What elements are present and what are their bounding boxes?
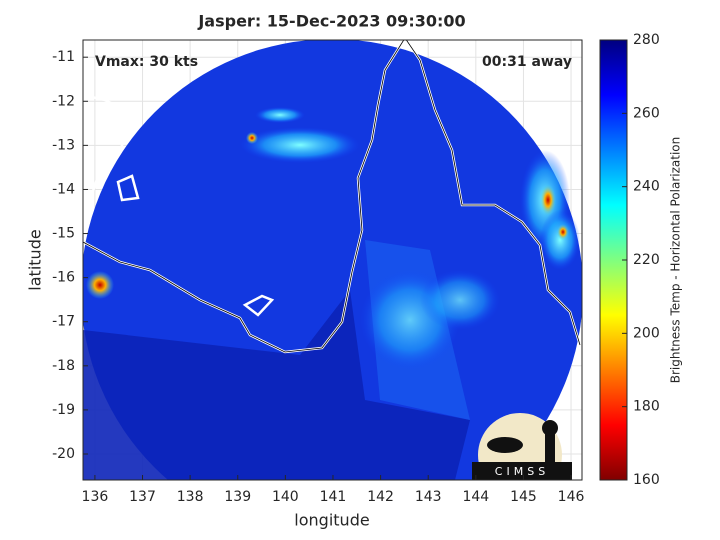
x-tick-label: 143 — [415, 489, 442, 505]
y-tick-label: -16 — [52, 270, 75, 286]
y-tick-label: -11 — [52, 49, 75, 65]
x-tick-label: 139 — [224, 489, 251, 505]
x-tick-label: 146 — [558, 489, 585, 505]
annotation: Vmax: 30 kts — [95, 54, 198, 70]
y-tick-label: -17 — [52, 314, 75, 330]
colorbar-tick-label: 180 — [633, 399, 660, 415]
y-tick-label: -12 — [52, 93, 75, 109]
y-tick-label: -20 — [52, 446, 75, 462]
x-tick-label: 138 — [177, 489, 204, 505]
y-tick-label: -15 — [52, 226, 75, 242]
y-tick-label: -19 — [52, 402, 75, 418]
chart-title: Jasper: 15-Dec-2023 09:30:00 — [197, 12, 465, 31]
logo: CIMSS — [472, 413, 572, 480]
x-tick-label: 136 — [82, 489, 109, 505]
colorbar-tick-label: 280 — [633, 32, 660, 48]
x-tick-label: 142 — [367, 489, 394, 505]
y-tick-label: -14 — [52, 181, 75, 197]
colorbar-label: Brightness Temp - Horizontal Polarizatio… — [669, 137, 683, 384]
x-tick-label: 137 — [129, 489, 156, 505]
annotation: 00:31 away — [482, 54, 572, 70]
x-tick-label: 144 — [462, 489, 489, 505]
y-tick-label: -18 — [52, 358, 75, 374]
x-axis-label: longitude — [294, 511, 369, 530]
x-tick-label: 145 — [510, 489, 537, 505]
imagery: CIMSS — [83, 40, 582, 480]
logo-text: CIMSS — [495, 465, 549, 478]
x-tick-label: 141 — [320, 489, 347, 505]
colorbar-tick-label: 260 — [633, 105, 660, 121]
x-tick-label: 140 — [272, 489, 299, 505]
colorbar-tick-label: 240 — [633, 179, 660, 195]
colorbar-tick-label: 160 — [633, 472, 660, 488]
y-axis-label: latitude — [26, 229, 45, 290]
colorbar-tick-label: 220 — [633, 252, 660, 268]
colorbar-tick-label: 200 — [633, 325, 660, 341]
y-tick-label: -13 — [52, 137, 75, 153]
